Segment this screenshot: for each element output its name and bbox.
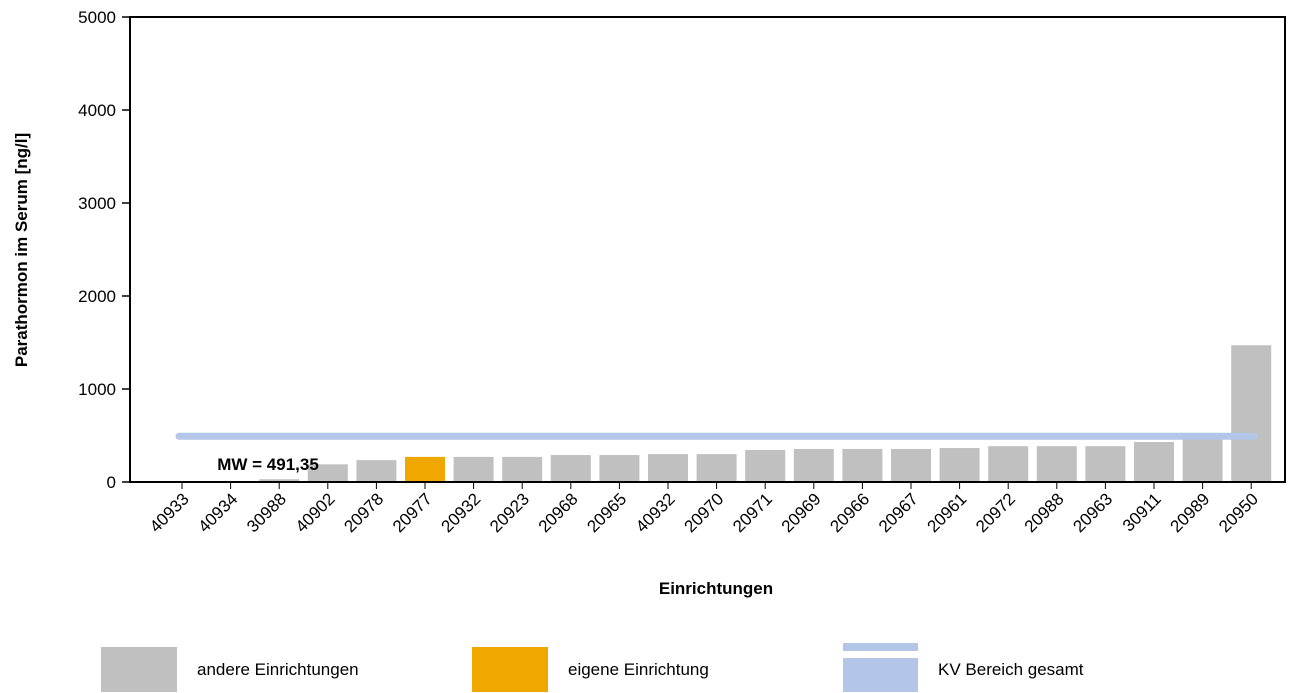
- bar: [939, 448, 980, 482]
- x-tick-label: 20961: [924, 489, 971, 536]
- bar: [745, 449, 786, 482]
- x-tick-label: 30911: [1119, 489, 1165, 535]
- y-tick-label: 1000: [78, 380, 116, 399]
- bar: [356, 460, 397, 482]
- x-axis-title: Einrichtungen: [659, 579, 773, 598]
- x-tick-label: 30988: [243, 489, 290, 536]
- legend-label: andere Einrichtungen: [197, 660, 359, 679]
- y-tick-label: 4000: [78, 101, 116, 120]
- x-tick-label: 20971: [729, 489, 776, 536]
- x-tick-label: 40933: [146, 489, 193, 536]
- y-tick-label: 5000: [78, 8, 116, 27]
- x-tick-label: 20963: [1069, 489, 1116, 536]
- x-tick-label: 20977: [389, 489, 436, 536]
- bar: [1134, 442, 1174, 482]
- x-tick-label: 20978: [340, 489, 387, 536]
- x-tick-label: 20988: [1021, 489, 1068, 536]
- x-tick-label: 20966: [826, 489, 873, 536]
- bar: [453, 456, 494, 482]
- bar: [550, 455, 591, 482]
- x-tick-label: 20923: [486, 489, 533, 536]
- y-axis-title: Parathormon im Serum [ng/l]: [12, 133, 31, 367]
- bar: [1036, 446, 1077, 482]
- x-tick-label: 20989: [1167, 489, 1214, 536]
- legend-label: eigene Einrichtung: [568, 660, 709, 679]
- legend-line: [843, 643, 918, 651]
- bar: [1231, 345, 1272, 482]
- legend-swatch: [101, 647, 177, 692]
- x-tick-label: 40902: [292, 489, 339, 536]
- bar: [307, 464, 348, 482]
- bar: [696, 454, 737, 482]
- x-tick-label: 20965: [583, 489, 630, 536]
- bar: [599, 455, 640, 482]
- x-tick-label: 20970: [681, 489, 728, 536]
- x-tick-label: 20950: [1215, 489, 1262, 536]
- y-tick-label: 3000: [78, 194, 116, 213]
- bar: [405, 456, 445, 482]
- x-tick-label: 20967: [875, 489, 922, 536]
- bar: [1182, 438, 1223, 482]
- legend-swatch: [472, 647, 548, 692]
- legend-label: KV Bereich gesamt: [938, 660, 1084, 679]
- bar: [842, 448, 883, 482]
- plot-frame: [129, 16, 1286, 483]
- bar: [891, 448, 931, 482]
- x-tick-label: 20932: [438, 489, 485, 536]
- x-tick-label: 40932: [632, 489, 679, 536]
- bar: [259, 479, 300, 482]
- y-tick-label: 0: [107, 473, 116, 492]
- bar: [988, 446, 1029, 482]
- bar: [793, 448, 834, 482]
- x-tick-label: 40934: [195, 489, 242, 536]
- x-tick-label: 20968: [535, 489, 582, 536]
- mean-label: MW = 491,35: [217, 455, 319, 474]
- x-tick-label: 20972: [972, 489, 1019, 536]
- bar: [1085, 446, 1126, 482]
- x-tick-label: 20969: [778, 489, 825, 536]
- legend-swatch: [843, 658, 918, 692]
- y-tick-label: 2000: [78, 287, 116, 306]
- bar: [648, 454, 688, 482]
- bar: [502, 456, 543, 482]
